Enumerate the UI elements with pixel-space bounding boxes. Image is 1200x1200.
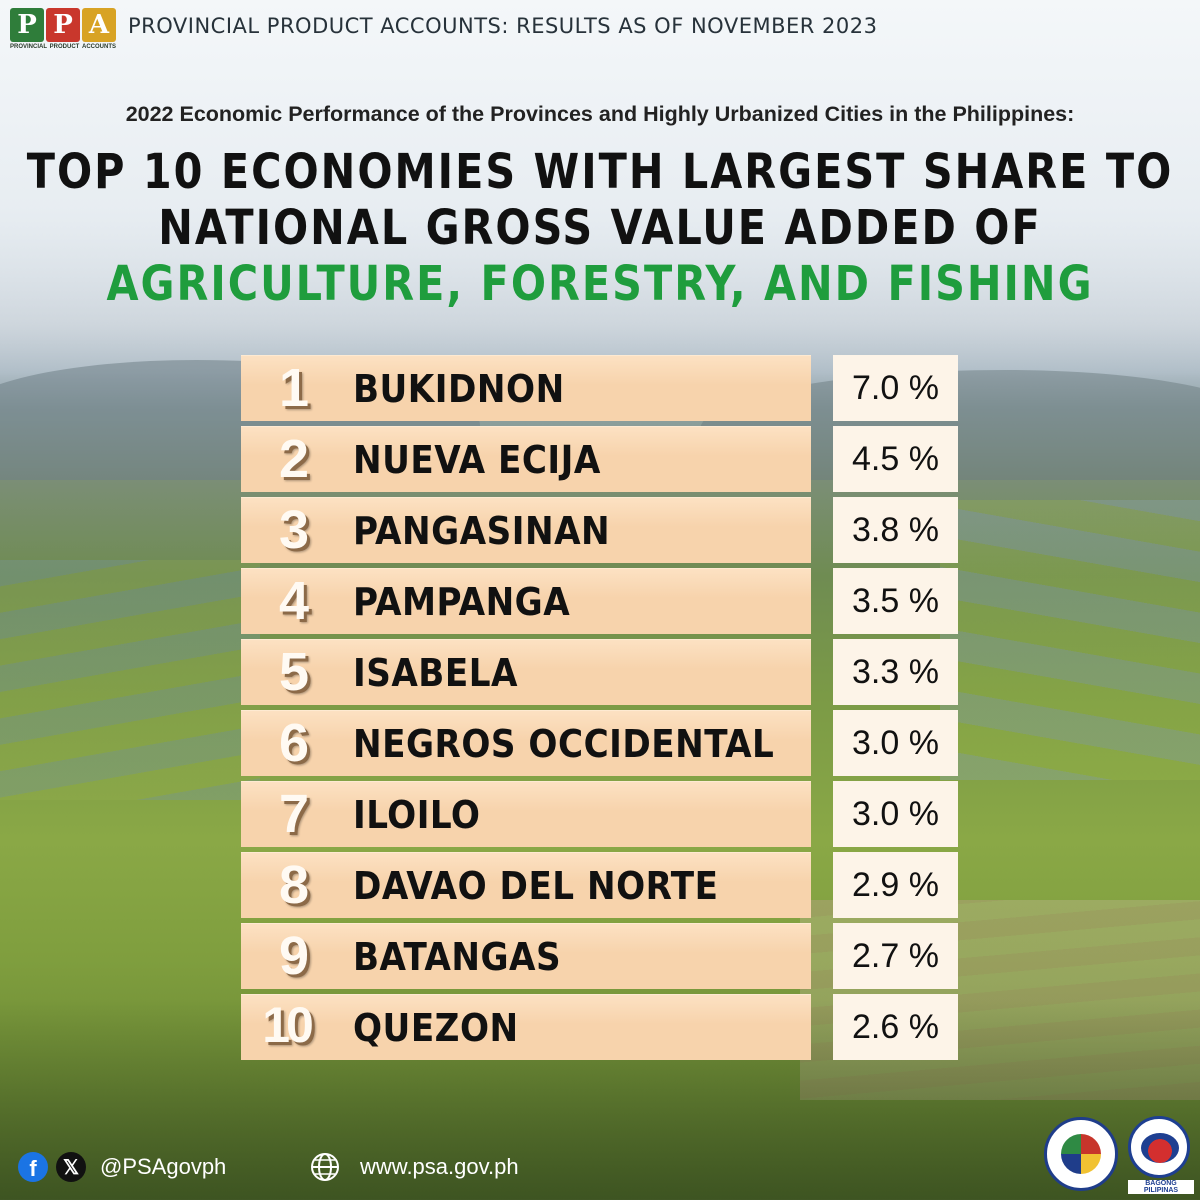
bagong-pilipinas-emblem-icon bbox=[1128, 1116, 1190, 1178]
social-handle[interactable]: @PSAgovph bbox=[100, 1154, 227, 1179]
share-value: 7.0 % bbox=[852, 369, 939, 407]
rank-number: 8 bbox=[278, 855, 310, 915]
globe-icon bbox=[311, 1153, 339, 1181]
province-name: NUEVA ECIJA bbox=[353, 438, 601, 482]
share-value: 4.5 % bbox=[852, 440, 939, 478]
share-cell: 2.7 % bbox=[833, 923, 958, 989]
website-link[interactable]: www.psa.gov.ph bbox=[360, 1154, 519, 1179]
share-value: 2.7 % bbox=[852, 937, 939, 975]
subtitle: 2022 Economic Performance of the Provinc… bbox=[125, 102, 1075, 126]
share-value: 3.8 % bbox=[852, 511, 939, 549]
bagong-pilipinas-logo: BAGONG PILIPINAS bbox=[1128, 1116, 1194, 1194]
rank-number: 3 bbox=[278, 500, 310, 560]
share-value: 3.0 % bbox=[852, 724, 939, 762]
ranking-row: 10 QUEZON bbox=[241, 994, 811, 1060]
province-name: ILOILO bbox=[353, 793, 481, 837]
ranking-row: 1 BUKIDNON bbox=[241, 355, 811, 421]
facebook-icon[interactable]: f bbox=[18, 1152, 48, 1182]
rank-number: 4 bbox=[278, 571, 310, 631]
province-name: QUEZON bbox=[353, 1006, 519, 1050]
share-value: 3.3 % bbox=[852, 653, 939, 691]
headline-line-3: AGRICULTURE, FORESTRY, AND FISHING bbox=[106, 254, 1094, 312]
ranking-row: 7 ILOILO bbox=[241, 781, 811, 847]
share-cell: 3.3 % bbox=[833, 639, 958, 705]
share-cell: 3.0 % bbox=[833, 781, 958, 847]
share-cell: 3.5 % bbox=[833, 568, 958, 634]
rank-number: 10 bbox=[262, 997, 314, 1053]
bagong-pilipinas-text: BAGONG PILIPINAS bbox=[1128, 1180, 1194, 1194]
psa-seal-icon bbox=[1044, 1117, 1118, 1191]
psa-seal-emblem bbox=[1061, 1134, 1101, 1174]
rank-number: 2 bbox=[278, 429, 310, 489]
share-value: 2.9 % bbox=[852, 866, 939, 904]
share-cell: 2.9 % bbox=[833, 852, 958, 918]
share-value: 2.6 % bbox=[852, 1008, 939, 1046]
ranking-row: 5 ISABELA bbox=[241, 639, 811, 705]
province-name: BATANGAS bbox=[353, 935, 562, 979]
share-cell: 3.0 % bbox=[833, 710, 958, 776]
rank-number: 6 bbox=[278, 713, 310, 773]
headline-line-1: TOP 10 ECONOMIES WITH LARGEST SHARE TO bbox=[26, 142, 1174, 200]
ranking-row: 9 BATANGAS bbox=[241, 923, 811, 989]
province-name: ISABELA bbox=[353, 651, 518, 695]
logo-word-provincial: PROVINCIAL bbox=[10, 44, 48, 50]
province-name: PANGASINAN bbox=[353, 509, 611, 553]
logo-letter-a: A bbox=[82, 8, 116, 42]
header-title: PROVINCIAL PRODUCT ACCOUNTS: RESULTS AS … bbox=[128, 14, 878, 38]
share-cell: 7.0 % bbox=[833, 355, 958, 421]
province-name: NEGROS OCCIDENTAL bbox=[353, 722, 775, 766]
ranking-row: 3 PANGASINAN bbox=[241, 497, 811, 563]
province-name: PAMPANGA bbox=[353, 580, 571, 624]
share-value: 3.0 % bbox=[852, 795, 939, 833]
ranking-row: 6 NEGROS OCCIDENTAL bbox=[241, 710, 811, 776]
logo-letter-p1: P bbox=[10, 8, 44, 42]
share-cell: 3.8 % bbox=[833, 497, 958, 563]
rank-number: 1 bbox=[278, 358, 310, 418]
share-cell: 2.6 % bbox=[833, 994, 958, 1060]
logo-word-product: PRODUCT bbox=[49, 44, 80, 50]
headline-line-2: NATIONAL GROSS VALUE ADDED OF bbox=[158, 198, 1042, 256]
ranking-row: 2 NUEVA ECIJA bbox=[241, 426, 811, 492]
province-name: BUKIDNON bbox=[353, 367, 565, 411]
rank-number: 7 bbox=[278, 784, 310, 844]
ppa-logo: P P A PROVINCIAL PRODUCT ACCOUNTS bbox=[10, 8, 116, 54]
province-name: DAVAO DEL NORTE bbox=[353, 864, 719, 908]
logo-word-accounts: ACCOUNTS bbox=[82, 44, 116, 50]
social-links: f 𝕏 @PSAgovph bbox=[18, 1152, 226, 1182]
sky-mist bbox=[0, 0, 1200, 380]
x-icon[interactable]: 𝕏 bbox=[56, 1152, 86, 1182]
logo-letter-p2: P bbox=[46, 8, 80, 42]
share-value: 3.5 % bbox=[852, 582, 939, 620]
share-cell: 4.5 % bbox=[833, 426, 958, 492]
ranking-row: 8 DAVAO DEL NORTE bbox=[241, 852, 811, 918]
rice-field-right bbox=[940, 500, 1200, 780]
rank-number: 9 bbox=[278, 926, 310, 986]
rice-field-left bbox=[0, 560, 260, 800]
rank-number: 5 bbox=[278, 642, 310, 702]
ranking-row: 4 PAMPANGA bbox=[241, 568, 811, 634]
